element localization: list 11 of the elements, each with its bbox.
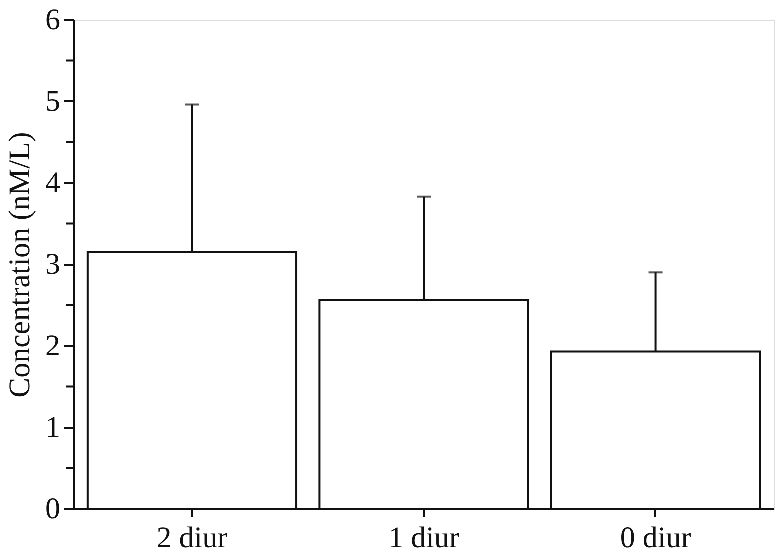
y-tick-label: 2 [46, 330, 60, 362]
y-axis-title: Concentration (nM/L) [4, 132, 36, 398]
y-tick-label: 1 [46, 411, 60, 444]
y-tick-label: 5 [46, 85, 60, 118]
y-tick-label: 6 [46, 4, 60, 36]
x-tick-label: 0 diur [620, 522, 692, 554]
y-tick-label: 0 [46, 492, 60, 526]
y-tick-label: 4 [46, 166, 60, 200]
y-tick-label: 3 [46, 248, 60, 281]
x-tick-label: 2 diur [156, 522, 228, 554]
x-tick-label: 1 diur [388, 522, 460, 554]
